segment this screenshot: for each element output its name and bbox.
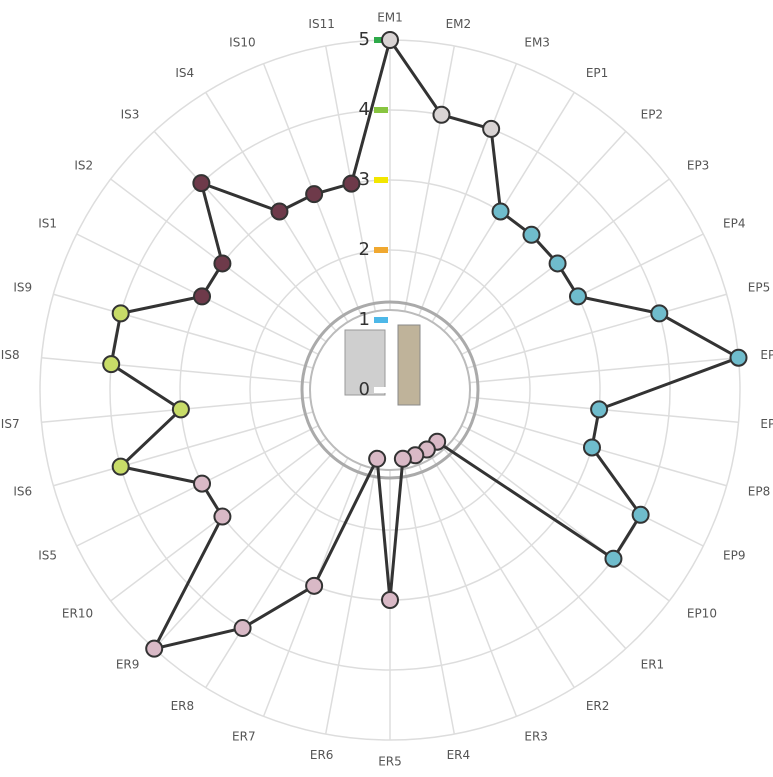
axis-label: IS1 [38,217,57,231]
tick-mark [374,317,388,323]
data-point [213,507,232,526]
y-tick-label: 3 [359,169,370,190]
data-point [102,355,121,374]
data-point [729,348,748,367]
data-point [270,202,289,221]
y-tick-label: 5 [359,29,370,50]
data-point [631,505,650,524]
axis-label: EP1 [586,66,608,80]
data-point [193,287,212,306]
axis-label: ER1 [641,657,665,671]
axis-label: EP10 [687,607,717,621]
y-tick-label: 2 [359,239,370,260]
axis-label: ER7 [232,729,256,743]
data-point [342,174,361,193]
axis-label: IS8 [1,348,20,362]
data-point [491,202,510,221]
axis-label: EP4 [723,217,745,231]
grid-ring [109,109,671,671]
data-point [305,576,324,595]
data-point [568,287,587,306]
axis-label: ER6 [310,748,334,762]
axis-label: IS10 [229,36,255,50]
data-point [548,254,567,273]
data-point [650,304,669,323]
data-point [522,225,541,244]
center-decoration [300,300,480,480]
axis-label: EP2 [641,108,663,122]
tick-mark [374,247,388,253]
axis-label: ER4 [447,748,471,762]
data-point [582,438,601,457]
axis-label: EP3 [687,158,709,172]
tick-mark [374,107,388,113]
axis-label: EM2 [446,17,472,31]
data-point [381,591,399,609]
axis-label: ER9 [116,657,140,671]
data-point [368,449,387,468]
y-tick-label: 1 [359,309,370,330]
illustration [397,324,421,406]
data-point [432,105,451,124]
axis-label: ER3 [524,729,548,743]
axis-label: IS4 [175,66,194,80]
y-tick-label: 4 [359,99,370,120]
axis-label: ER8 [171,699,195,713]
axis-label: IS11 [308,17,334,31]
axis-label: IS6 [13,484,32,498]
axis-label: IS2 [74,158,93,172]
tick-mark [374,387,388,393]
data-point [111,304,130,323]
data-point [145,639,164,658]
axis-label: IS5 [38,548,57,562]
data-point [171,400,190,419]
data-point [213,254,232,273]
data-point [305,185,324,204]
axis-label: EM3 [524,36,550,50]
data-point [233,619,252,638]
axis-label: ER5 [378,755,402,769]
axis-label: IS7 [1,417,20,431]
illustration [344,329,386,396]
data-point [590,400,609,419]
data-point [381,31,399,49]
data-point [192,174,211,193]
axis-label: IS3 [121,108,140,122]
y-tick-label: 0 [359,379,370,400]
inner-ring [300,300,480,480]
data-point [111,457,130,476]
data-point [393,449,412,468]
axis-label: EP6 [760,348,773,362]
data-point [482,119,501,138]
axis-label: ER10 [62,607,93,621]
axis-label: ER2 [586,699,610,713]
axis-label: IS9 [13,281,32,295]
data-point [193,474,212,493]
axis-label: EP8 [748,484,770,498]
axis-label: EP5 [748,281,770,295]
axis-label: EP9 [723,548,745,562]
data-point [604,549,623,568]
grid-ring [249,249,531,531]
axis-label: EP7 [760,417,773,431]
axis-label: EM1 [377,11,403,25]
tick-mark [374,177,388,183]
